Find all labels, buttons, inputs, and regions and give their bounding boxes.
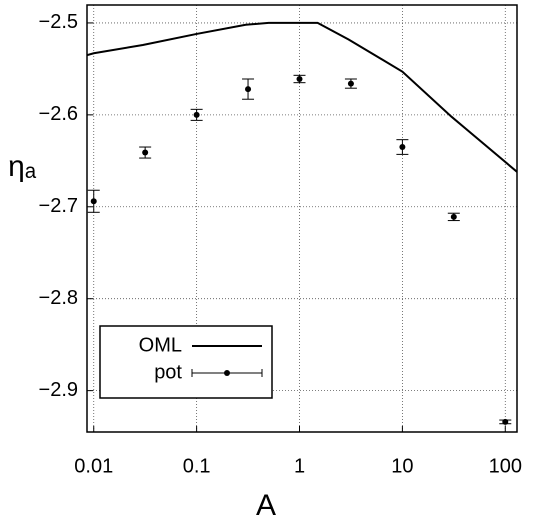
y-tick-label: −2.9 [39, 379, 78, 401]
data-point [142, 149, 149, 156]
oml-line [87, 21, 517, 173]
legend-label: pot [154, 361, 182, 383]
data-point [245, 86, 252, 93]
x-tick-label: 0.1 [183, 455, 211, 477]
x-tick-label: 1 [294, 455, 305, 477]
data-point [347, 80, 354, 87]
legend-label: OML [139, 334, 182, 356]
legend-box [99, 325, 273, 399]
y-axis-label: ηₐ [8, 150, 37, 183]
data-point [90, 198, 97, 205]
x-tick-label: 100 [489, 455, 522, 477]
y-tick-label: −2.6 [39, 103, 78, 125]
plot-frame [86, 4, 518, 433]
data-point [296, 76, 303, 83]
x-axis-label: A [256, 489, 276, 522]
y-tick-label: −2.5 [39, 11, 78, 33]
y-tick-label: −2.8 [39, 287, 78, 309]
data-point [193, 111, 200, 118]
data-point [502, 418, 509, 425]
x-tick-label: 10 [391, 455, 413, 477]
x-tick-label: 0.01 [74, 455, 113, 477]
legend-swatch [224, 370, 230, 376]
data-point [450, 213, 457, 220]
data-point [399, 144, 406, 151]
y-tick-label: −2.7 [39, 195, 78, 217]
